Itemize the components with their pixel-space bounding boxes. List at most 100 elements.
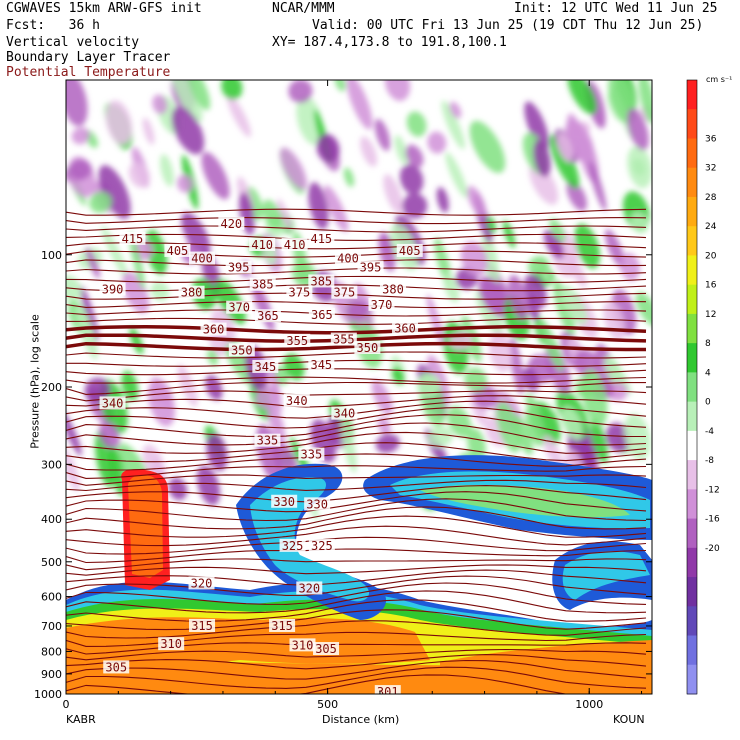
- theta-contour: [66, 575, 647, 596]
- theta-label: 335: [257, 434, 279, 448]
- theta-contour: [66, 666, 647, 689]
- theta-contour: [66, 390, 647, 402]
- theta-label: 385: [310, 274, 332, 288]
- colorbar-label: 28: [705, 193, 717, 203]
- theta-label-bg: [269, 618, 296, 632]
- theta-label: 355: [333, 333, 355, 347]
- colorbar-label: -20: [705, 544, 720, 554]
- colorbar-label: -8: [705, 456, 714, 466]
- theta-contour: [66, 674, 572, 694]
- theta-label: 305: [105, 660, 127, 674]
- velocity-cell: [445, 152, 468, 198]
- theta-label-bg: [249, 237, 276, 251]
- colorbar-unit: cm s⁻¹: [706, 75, 733, 84]
- velocity-cell: [128, 162, 150, 188]
- theta-contour: [66, 536, 647, 555]
- theta-label-bg: [289, 638, 316, 652]
- velocity-cell: [560, 285, 588, 325]
- theta-label: 400: [337, 252, 359, 266]
- theta-contour: [66, 317, 647, 325]
- velocity-cell: [604, 229, 625, 269]
- theta-label: 325: [282, 539, 304, 553]
- theta-label-bg: [158, 637, 185, 651]
- velocity-cell: [527, 256, 550, 276]
- velocity-cell: [402, 193, 428, 219]
- velocity-cell: [377, 416, 391, 436]
- velocity-cell: [383, 174, 403, 214]
- velocity-cell: [489, 331, 513, 373]
- tracer-layer-orange: [66, 617, 430, 670]
- velocity-cell: [221, 80, 243, 100]
- velocity-cell: [66, 410, 82, 456]
- velocity-cell: [374, 118, 391, 151]
- colorbar-swatch: [687, 372, 697, 403]
- theta-label: 410: [251, 238, 273, 252]
- theta-contour: [66, 491, 647, 513]
- velocity-cell: [334, 80, 346, 92]
- theta-contour: [66, 414, 647, 438]
- colorbar-frame: [686, 79, 698, 695]
- theta-label-bg: [283, 393, 310, 407]
- theta-label-bg: [178, 285, 205, 299]
- theta-label: 320: [191, 576, 213, 590]
- velocity-cell: [427, 131, 447, 154]
- theta-contour: [66, 381, 646, 395]
- theta-label-bg: [281, 237, 308, 251]
- theta-contour: [66, 620, 647, 639]
- colorbar-swatch: [687, 430, 697, 461]
- velocity-cell: [308, 182, 329, 230]
- colorbar-swatch: [687, 255, 697, 286]
- theta-label: 315: [191, 619, 213, 633]
- velocity-cell: [89, 191, 112, 213]
- colorbar-swatch: [687, 547, 697, 578]
- colorbar-swatch: [687, 489, 697, 520]
- velocity-cell: [129, 327, 144, 355]
- velocity-cell: [262, 199, 282, 230]
- velocity-cell: [147, 378, 176, 427]
- velocity-cell: [529, 162, 559, 205]
- theta-contour: [66, 654, 647, 670]
- theta-contour: [66, 525, 647, 547]
- tracer-surface-orange: [66, 660, 652, 694]
- field-potential-temperature: Potential Temperature: [6, 65, 171, 80]
- velocity-cell: [98, 165, 131, 219]
- velocity-cell: [85, 247, 101, 279]
- theta-label: 365: [257, 309, 279, 323]
- velocity-cell: [384, 80, 411, 101]
- y-tick-label: 600: [41, 591, 62, 604]
- velocity-cell: [469, 120, 506, 174]
- velocity-cell: [121, 370, 139, 401]
- theta-label-bg: [308, 538, 335, 552]
- velocity-cell: [566, 180, 587, 212]
- theta-label-bg: [308, 231, 335, 245]
- theta-label: 395: [360, 261, 382, 275]
- colorbar-swatch: [687, 226, 697, 256]
- velocity-cell: [502, 220, 516, 249]
- velocity-cell: [71, 127, 90, 145]
- theta-label-bg: [354, 340, 381, 354]
- velocity-cell: [436, 187, 449, 213]
- theta-contour: [66, 648, 647, 661]
- theta-label-bg: [331, 406, 358, 420]
- theta-label-bg: [228, 343, 255, 357]
- theta-label-bg: [380, 282, 407, 296]
- velocity-cell: [441, 100, 465, 150]
- velocity-cell: [533, 139, 551, 178]
- velocity-cell: [549, 134, 580, 189]
- plume-cyan-center: [250, 477, 370, 602]
- colorbar-swatch: [687, 196, 697, 227]
- theta-label: 330: [306, 497, 328, 511]
- theta-label: 375: [289, 286, 311, 300]
- velocity-cell: [177, 364, 198, 407]
- velocity-cell: [405, 144, 424, 168]
- theta-contour: [66, 453, 647, 471]
- field-vertical-velocity: Vertical velocity: [6, 35, 140, 50]
- theta-label-bg: [374, 685, 401, 694]
- theta-label-bg: [188, 576, 215, 590]
- theta-label: 320: [298, 581, 320, 595]
- colorbar-swatch: [687, 577, 697, 607]
- theta-label-bg: [296, 581, 323, 595]
- velocity-cell: [522, 367, 539, 392]
- theta-contour: [66, 609, 647, 631]
